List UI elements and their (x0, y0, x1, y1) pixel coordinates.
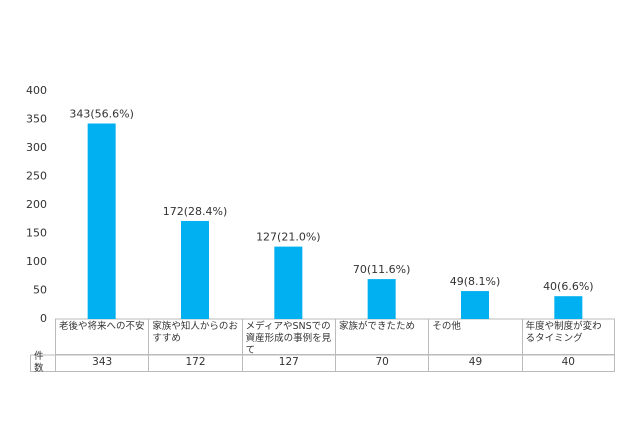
y-tick-label: 300 (26, 141, 47, 154)
bar (274, 246, 303, 319)
data-label: 172(28.4%) (163, 205, 228, 218)
y-tick-label: 50 (33, 284, 47, 297)
bar (461, 291, 489, 319)
y-tick-label: 350 (26, 113, 47, 126)
data-label: 70(11.6%) (353, 263, 411, 276)
x-tick-label: 年度や制度が変わるタイミング (521, 319, 615, 355)
table-value: 172 (148, 355, 242, 372)
table-value: 127 (241, 355, 335, 372)
bar (367, 279, 396, 319)
y-tick-label: 150 (26, 227, 47, 240)
bar (87, 123, 116, 320)
y-tick-label: 0 (40, 312, 47, 325)
data-label: 127(21.0%) (256, 231, 321, 244)
table-row-label: 件数 (30, 351, 55, 374)
data-label: 343(56.6%) (69, 107, 134, 120)
table-value: 70 (335, 355, 429, 372)
x-tick-label: 家族や知人からのおすすめ (148, 319, 242, 355)
data-label: 49(8.1%) (450, 275, 501, 288)
y-tick-label: 250 (26, 170, 47, 183)
x-tick-label: その他 (428, 319, 522, 355)
table-value: 49 (428, 355, 522, 372)
y-tick-label: 200 (26, 198, 47, 211)
bar (181, 220, 209, 319)
y-tick-label: 100 (26, 255, 47, 268)
table-value: 40 (521, 355, 615, 372)
x-tick-label: 老後や将来への不安 (55, 319, 149, 355)
x-tick-label: 家族ができたため (335, 319, 429, 355)
bar (554, 296, 583, 319)
table-value: 343 (55, 355, 149, 372)
y-tick-label: 400 (26, 84, 47, 97)
x-tick-label: メディアやSNSでの資産形成の事例を見て (241, 319, 335, 356)
data-label: 40(6.6%) (543, 280, 594, 293)
